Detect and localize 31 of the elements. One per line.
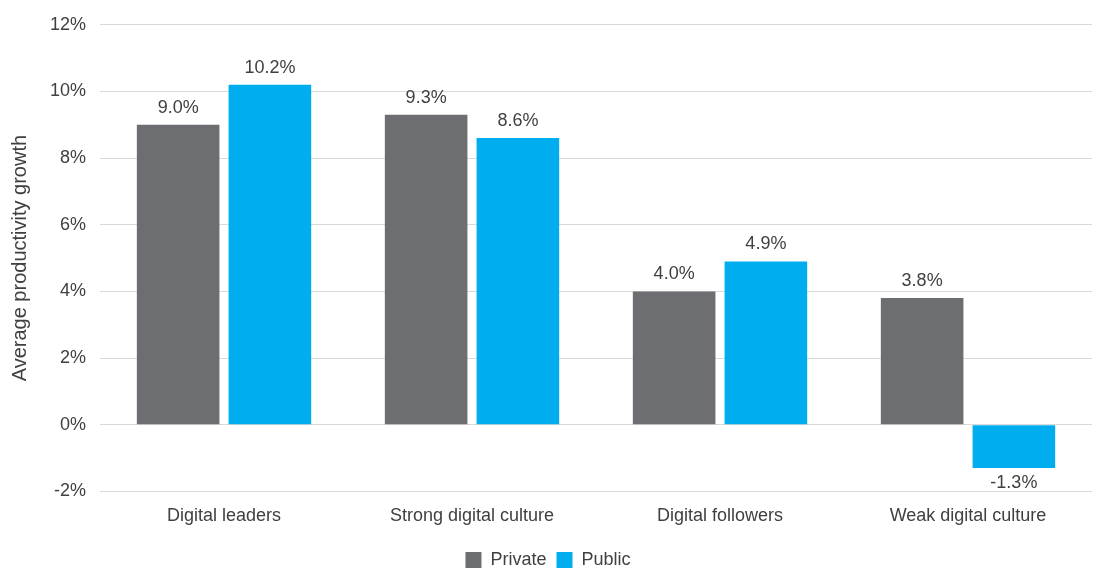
y-tick-label: 2% xyxy=(60,347,87,368)
x-tick-label: Digital followers xyxy=(656,505,784,526)
bar xyxy=(972,425,1056,469)
bar xyxy=(724,261,808,425)
bar xyxy=(384,114,468,425)
y-tick-label: 12% xyxy=(50,13,87,34)
x-tick-label: Strong digital culture xyxy=(389,505,555,526)
legend-label: Private xyxy=(490,548,547,569)
bar xyxy=(880,298,964,425)
y-tick-label: 6% xyxy=(60,213,87,234)
bar xyxy=(136,124,220,425)
y-tick-label: 0% xyxy=(60,413,87,434)
data-label: 8.6% xyxy=(497,110,539,131)
y-tick-label: 10% xyxy=(50,80,87,101)
bar xyxy=(632,291,716,425)
data-label: 9.0% xyxy=(157,96,199,117)
bar xyxy=(476,138,560,425)
data-label: 10.2% xyxy=(244,56,296,77)
data-label: 9.3% xyxy=(405,86,447,107)
legend-label: Public xyxy=(581,548,631,569)
y-tick-label: -2% xyxy=(54,480,87,501)
data-label: 4.0% xyxy=(653,263,695,284)
data-label: -1.3% xyxy=(990,472,1038,493)
y-tick-label: 4% xyxy=(60,280,87,301)
x-tick-label: Weak digital culture xyxy=(889,505,1047,526)
bar xyxy=(228,84,312,425)
y-tick-label: 8% xyxy=(60,147,87,168)
data-label: 3.8% xyxy=(901,270,943,291)
data-label: 4.9% xyxy=(745,233,787,254)
y-axis-title: Average productivity growth xyxy=(7,134,30,382)
x-tick-label: Digital leaders xyxy=(166,505,282,526)
